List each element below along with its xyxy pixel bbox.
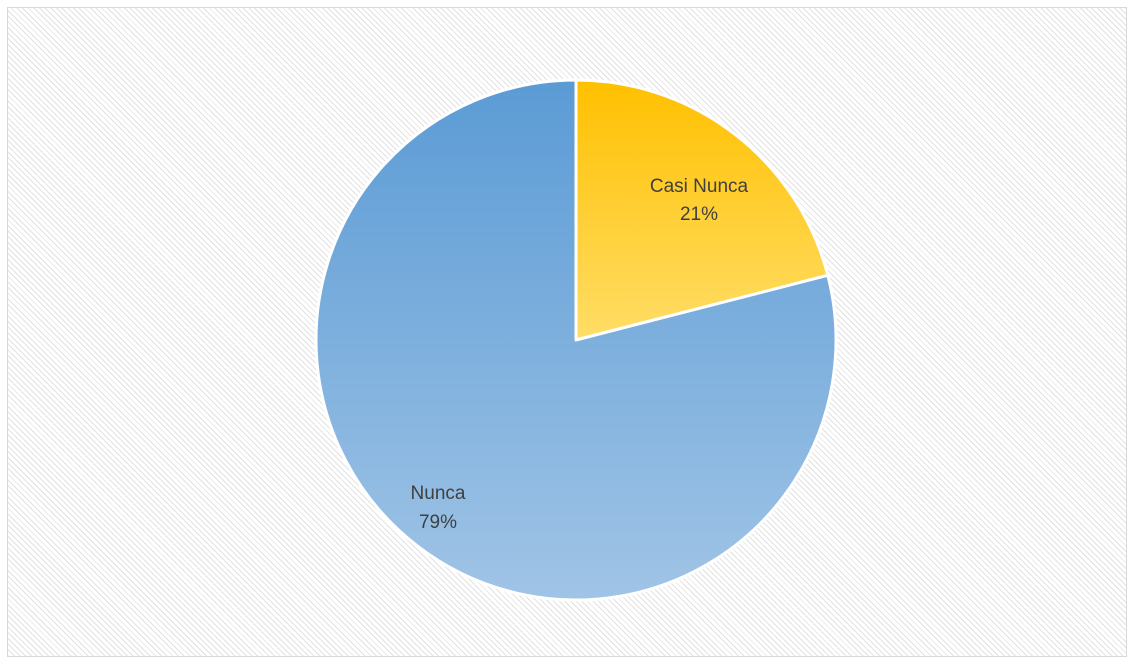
data-label-nunca-name: Nunca xyxy=(411,483,466,504)
data-label-casi-nunca-name: Casi Nunca xyxy=(650,176,749,197)
pie-slice-casi-nunca xyxy=(574,78,830,342)
data-label-nunca-percent: 79% xyxy=(419,512,457,533)
chart-area: Casi Nunca 21% Nunca 79% xyxy=(7,7,1127,657)
pie-chart: Casi Nunca 21% Nunca 79% xyxy=(314,78,838,602)
data-label-casi-nunca-percent: 21% xyxy=(680,204,718,225)
pie-slice-nunca xyxy=(314,78,838,602)
